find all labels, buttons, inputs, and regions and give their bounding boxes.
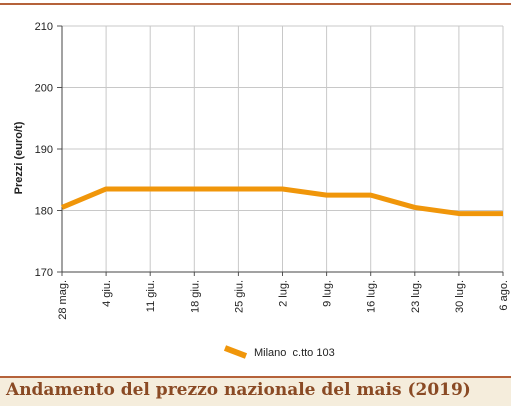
x-tick-label: 28 mag.	[57, 280, 69, 320]
x-tick-label: 18 giu.	[189, 280, 201, 313]
x-tick-label: 6 ago.	[498, 280, 510, 311]
legend-label: Milano c.tto 103	[254, 347, 335, 359]
y-tick-labels: 170 180 190 200 210	[35, 21, 53, 279]
x-tick-label: 23 lug.	[410, 280, 422, 313]
grid	[62, 25, 504, 272]
top-rule	[0, 3, 511, 5]
legend-swatch	[223, 345, 248, 359]
caption-bar: Andamento del prezzo nazionale del mais …	[0, 376, 511, 406]
line-chart: 170 180 190 200 210 28 mag. 4 giu. 11 giu. 18 g…	[13, 21, 510, 359]
x-tick-label: 30 lug.	[454, 280, 466, 313]
y-tick-label: 200	[35, 83, 53, 95]
x-tick-label: 11 giu.	[145, 280, 157, 312]
x-tick-label: 2 lug.	[278, 280, 290, 307]
x-tick-label: 4 giu.	[101, 280, 113, 307]
legend: Milano c.tto 103	[223, 345, 335, 359]
y-tick-label: 210	[35, 21, 53, 33]
x-tick-label: 25 giu.	[233, 280, 245, 313]
y-axis-label: Prezzi (euro/t)	[13, 121, 25, 194]
x-tick-labels: 28 mag. 4 giu. 11 giu. 18 giu. 25 giu. 2 lug.…	[57, 280, 510, 320]
y-tick-label: 180	[35, 206, 53, 218]
axes	[57, 25, 504, 276]
figure-caption: Andamento del prezzo nazionale del mais …	[6, 380, 471, 400]
y-tick-label: 170	[35, 267, 53, 279]
series	[61, 186, 504, 217]
x-tick-label: 9 lug.	[322, 280, 334, 307]
x-tick-label: 16 lug.	[366, 280, 378, 313]
y-tick-label: 190	[35, 144, 53, 156]
